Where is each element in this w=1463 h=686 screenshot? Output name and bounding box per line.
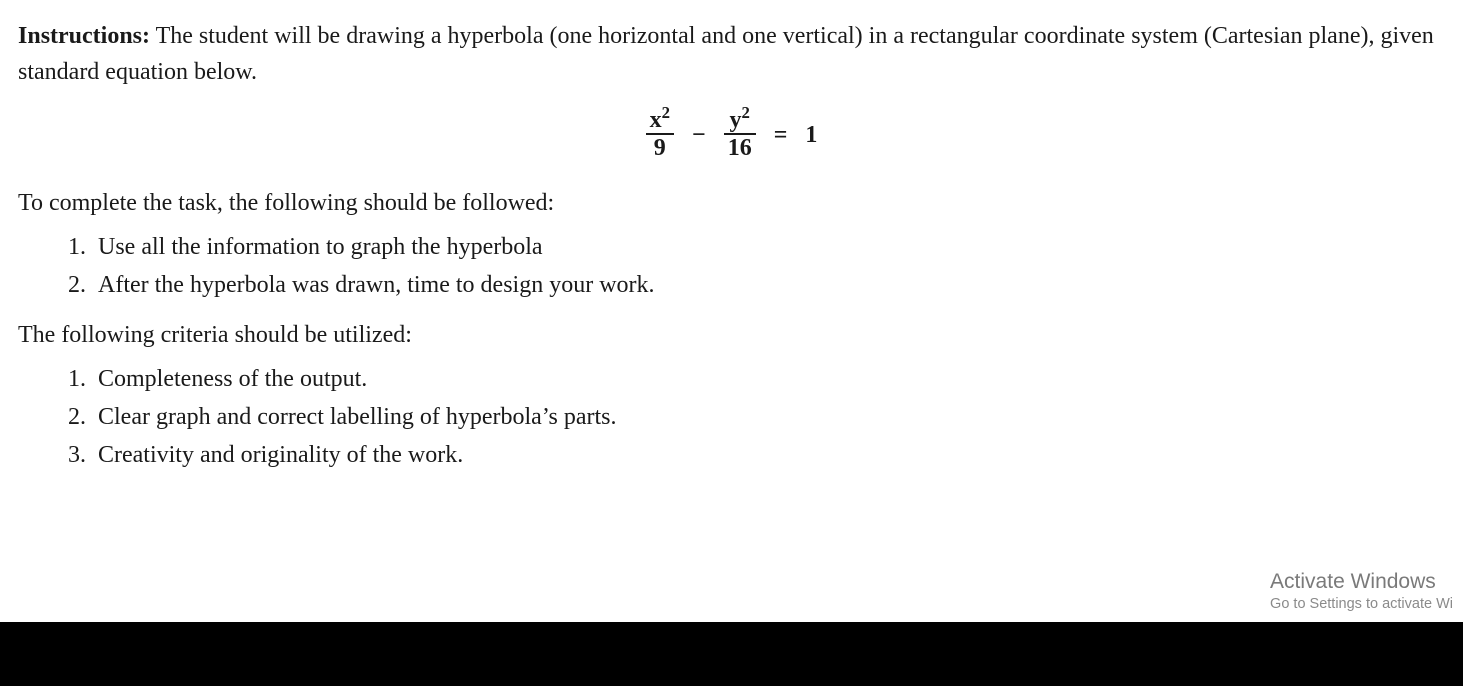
equation-minus: − [686,117,712,153]
instructions-paragraph: Instructions: The student will be drawin… [18,18,1445,90]
equation: x2 9 − y2 16 = 1 [18,108,1445,163]
bottom-black-bar [0,622,1463,686]
list-item: Completeness of the output. [92,361,1445,397]
equation-equals: = [768,117,794,153]
equation-frac1-exp: 2 [662,103,670,122]
task-intro: To complete the task, the following shou… [18,185,1445,221]
equation-frac2-var: y [729,107,741,133]
watermark-subtitle: Go to Settings to activate Wi [1270,596,1453,612]
equation-frac2-exp: 2 [741,103,749,122]
equation-frac1-numerator: x2 [646,108,674,135]
criteria-intro: The following criteria should be utilize… [18,317,1445,353]
windows-activation-watermark: Activate Windows Go to Settings to activ… [1270,570,1453,612]
document-body: Instructions: The student will be drawin… [18,18,1445,487]
equation-frac2-numerator: y2 [724,108,756,135]
equation-frac1-denominator: 9 [646,135,674,163]
page-root: Instructions: The student will be drawin… [0,0,1463,686]
equation-fraction-2: y2 16 [724,108,756,163]
list-item: Creativity and originality of the work. [92,437,1445,473]
watermark-title: Activate Windows [1270,570,1453,594]
equation-rhs: 1 [799,117,823,153]
instructions-text: The student will be drawing a hyperbola … [18,23,1434,85]
task-steps-list: Use all the information to graph the hyp… [18,229,1445,303]
list-item: Use all the information to graph the hyp… [92,229,1445,265]
equation-frac2-denominator: 16 [724,135,756,163]
equation-frac1-var: x [650,107,662,133]
equation-fraction-1: x2 9 [646,108,674,163]
criteria-list: Completeness of the output. Clear graph … [18,361,1445,473]
instructions-label: Instructions: [18,23,150,49]
list-item: After the hyperbola was drawn, time to d… [92,267,1445,303]
list-item: Clear graph and correct labelling of hyp… [92,399,1445,435]
